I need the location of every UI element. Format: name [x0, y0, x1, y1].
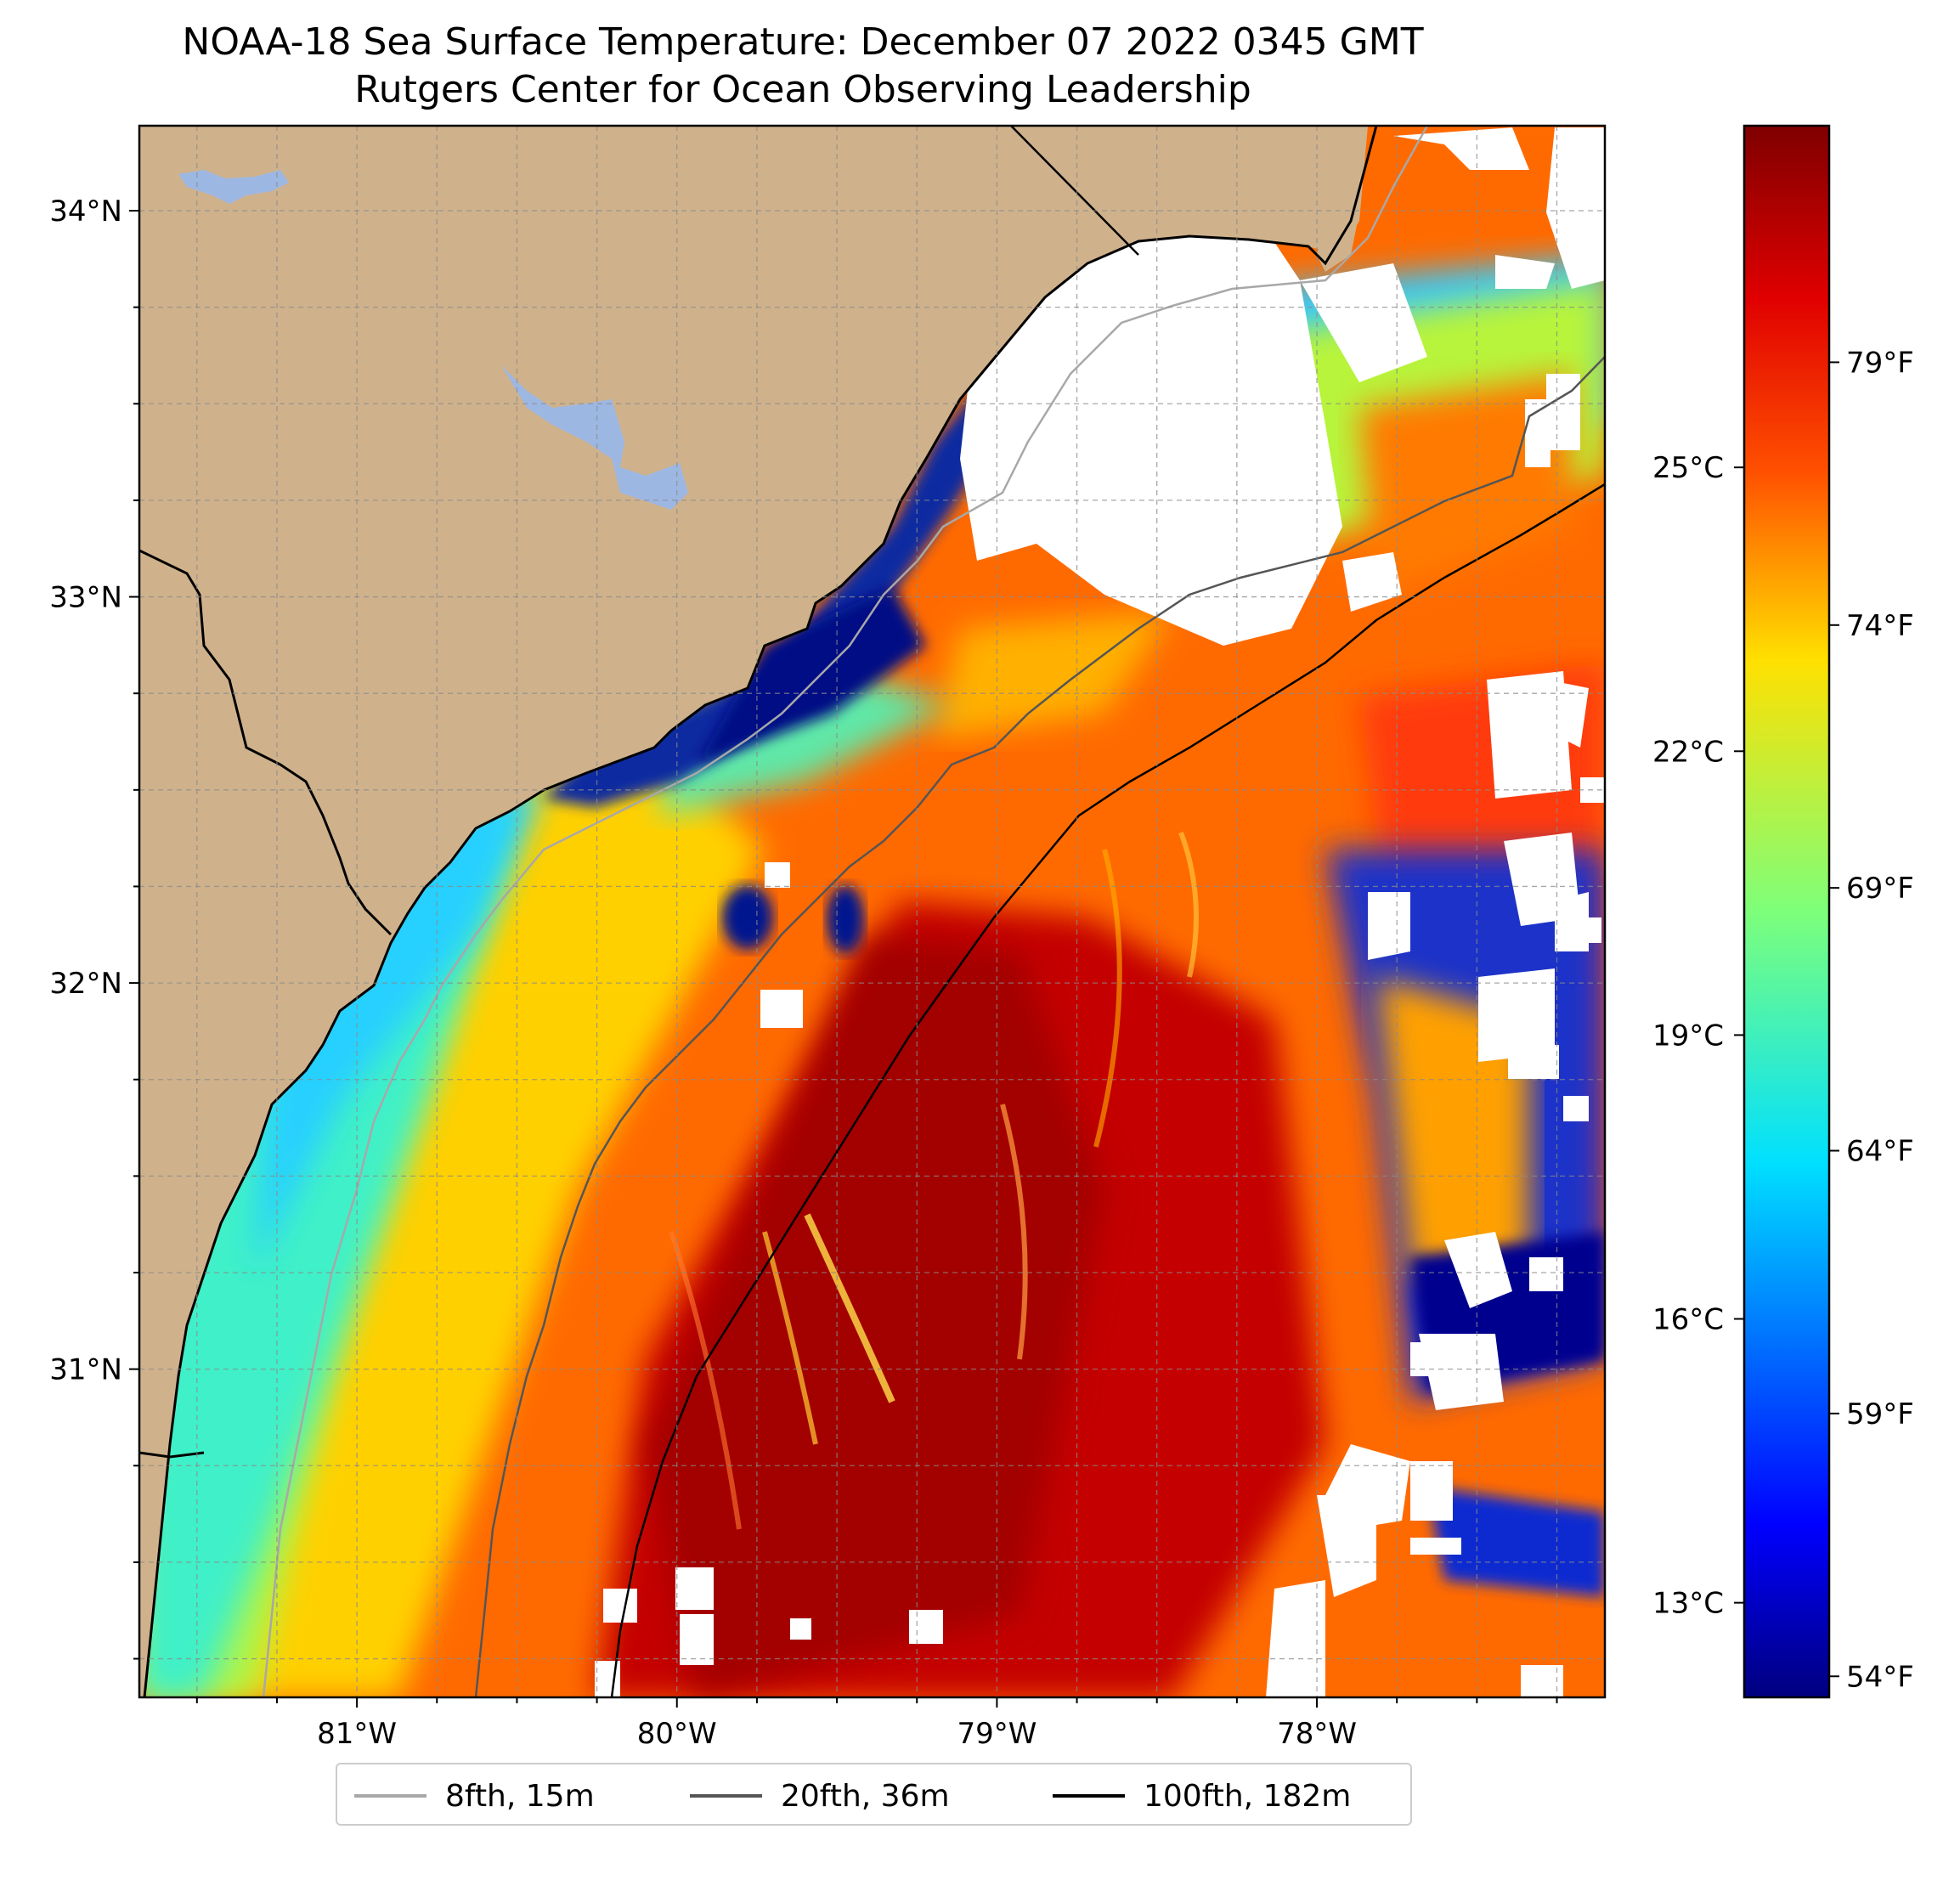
isobath-legend: 8fth, 15m 20fth, 36m 100fth, 182m — [336, 1763, 1412, 1826]
colorbar-celsius-label: 13°C — [1652, 1587, 1724, 1621]
colorbar-celsius-label: 16°C — [1652, 1303, 1724, 1337]
lon-tick-label: 79°W — [957, 1717, 1036, 1751]
colorbar-celsius-label: 19°C — [1652, 1019, 1724, 1053]
lon-tick-label: 80°W — [637, 1717, 717, 1751]
legend-item-100fth: 100fth, 182m — [1053, 1764, 1351, 1827]
lake-marion — [178, 170, 289, 204]
colorbar-celsius-label: 22°C — [1652, 735, 1724, 769]
map-title: NOAA-18 Sea Surface Temperature: Decembe… — [182, 20, 1424, 64]
isobath-8fth — [262, 126, 1429, 1697]
coastline — [143, 126, 1378, 1697]
colorbar-ticks: 13°C 16°C 19°C 22°C 25°C 54°F 59°F 64°F 69°F 74°F… — [1652, 346, 1914, 1694]
colorbar-fahrenheit-label: 79°F — [1846, 346, 1914, 380]
lat-tick-label: 33°N — [49, 581, 122, 615]
state-boundary-nc-sc — [1010, 126, 1139, 256]
legend-swatch-8fth — [354, 1794, 426, 1798]
map-gridlines — [139, 126, 1605, 1697]
map-frame — [138, 124, 1607, 1699]
colorbar-fahrenheit-label: 54°F — [1846, 1660, 1914, 1694]
legend-label: 8fth, 15m — [445, 1778, 595, 1814]
lake-moultrie — [501, 365, 688, 510]
map-axis-ticks: 31°N 32°N 33°N 34°N 81°W 80°W 79°W 78°W — [49, 195, 1558, 1751]
colorbar-fahrenheit-label: 64°F — [1846, 1135, 1914, 1169]
isobath-20fth — [474, 356, 1605, 1697]
lat-tick-label: 31°N — [49, 1353, 122, 1387]
map-plot-area — [139, 126, 1605, 1697]
colorbar-fahrenheit-label: 59°F — [1846, 1397, 1914, 1431]
lat-tick-label: 34°N — [49, 195, 122, 229]
map-subtitle: Rutgers Center for Ocean Observing Leade… — [354, 68, 1251, 111]
legend-item-8fth: 8fth, 15m — [354, 1764, 595, 1827]
colorbar-fahrenheit-label: 74°F — [1846, 609, 1914, 643]
land-mass — [139, 126, 1368, 1697]
lat-tick-label: 32°N — [49, 967, 122, 1001]
lon-tick-label: 81°W — [317, 1717, 397, 1751]
legend-label: 20fth, 36m — [781, 1778, 950, 1814]
legend-swatch-100fth — [1053, 1794, 1125, 1798]
colorbar-fahrenheit-label: 69°F — [1846, 872, 1914, 906]
legend-item-20fth: 20fth, 36m — [690, 1764, 950, 1827]
state-boundary — [139, 549, 393, 936]
lon-tick-label: 78°W — [1277, 1717, 1357, 1751]
no-data-cloud-mask — [595, 127, 1605, 1697]
legend-swatch-20fth — [690, 1794, 762, 1798]
legend-label: 100fth, 182m — [1144, 1778, 1352, 1814]
colorbar — [1743, 124, 1831, 1699]
colorbar-celsius-label: 25°C — [1652, 451, 1724, 485]
isobath-100fth — [610, 483, 1605, 1697]
